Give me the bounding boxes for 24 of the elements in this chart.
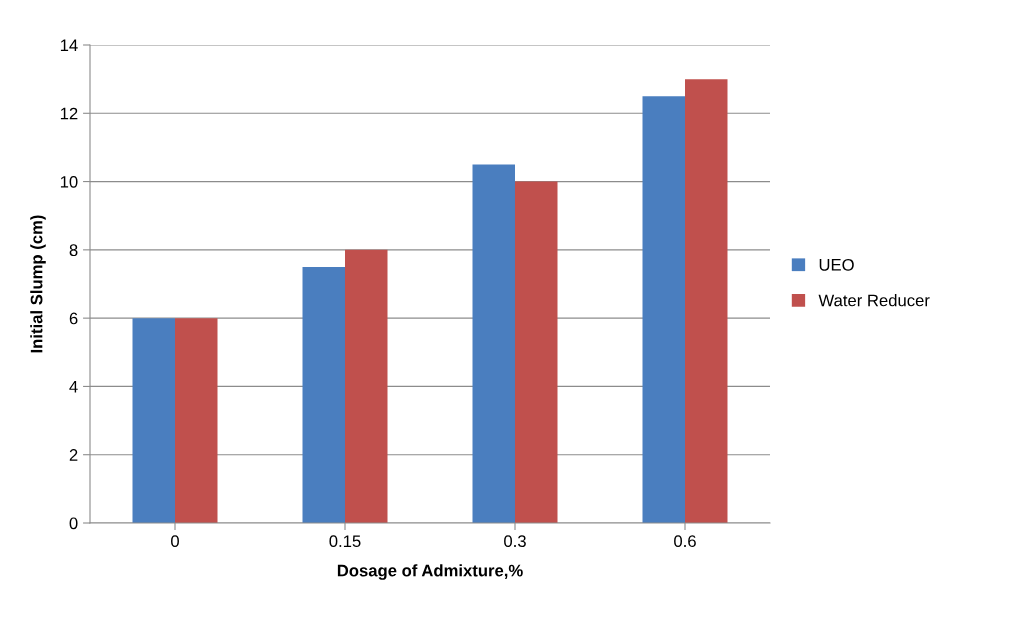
bar — [472, 164, 515, 523]
bar — [302, 266, 345, 523]
x-tick-label: 0.3 — [504, 535, 526, 548]
y-tick-label: 0 — [69, 517, 78, 530]
bar — [642, 96, 685, 523]
bar — [345, 249, 388, 523]
x-tick-label: 0 — [171, 535, 179, 548]
legend-label: Water Reducer — [818, 294, 930, 307]
y-axis-title: Initial Slump (cm) — [30, 215, 46, 353]
x-tick-label: 0.6 — [674, 535, 696, 548]
bar — [132, 318, 175, 523]
y-tick-label: 6 — [69, 312, 78, 325]
y-tick-label: 8 — [69, 244, 78, 257]
bar — [175, 318, 218, 523]
y-tick-label: 10 — [60, 175, 78, 188]
y-tick-label: 4 — [69, 381, 78, 393]
bar — [685, 79, 728, 523]
y-tick-label: 14 — [60, 39, 78, 52]
legend-label: UEO — [819, 258, 854, 271]
y-tick-label: 2 — [69, 449, 78, 461]
bar — [515, 181, 558, 523]
x-tick-label: 0.15 — [329, 535, 361, 548]
x-axis-title: Dosage of Admixture,% — [337, 564, 523, 580]
y-tick-label: 12 — [60, 107, 78, 120]
